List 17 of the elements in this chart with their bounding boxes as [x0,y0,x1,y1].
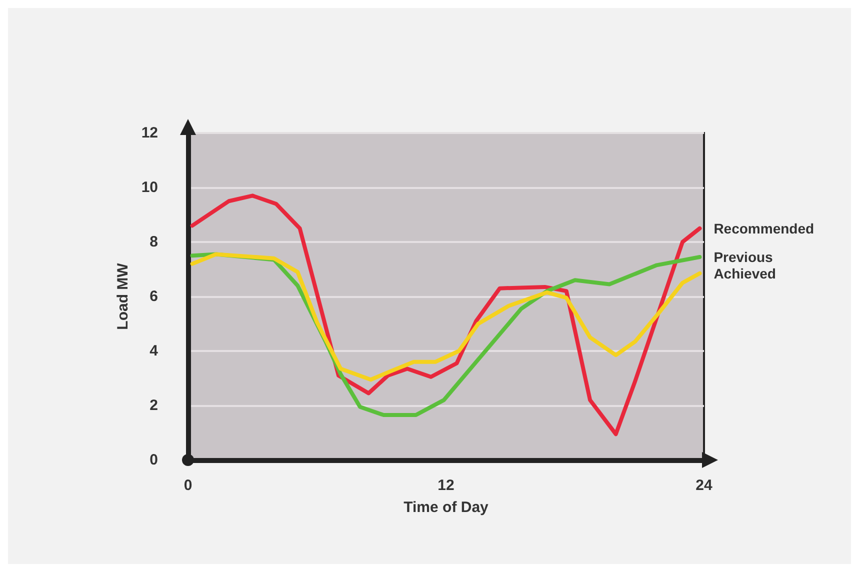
line-series [190,194,702,436]
series-label: Previous [714,248,774,265]
x-tick-label: 0 [184,477,192,494]
y-tick-label: 6 [150,288,158,305]
y-tick-label: 10 [141,179,158,196]
line-series [190,252,702,382]
series-label: Recommended [714,220,814,236]
y-tick-label: 12 [141,124,158,142]
y-tick-label: 0 [150,452,158,468]
y-axis-title: Load MW [114,262,132,330]
y-tick-label: 8 [150,234,158,250]
x-axis-title: Time of Day [404,499,490,516]
x-tick-label: 24 [696,477,713,494]
y-tick-label: 4 [150,342,159,360]
y-tick-label: 2 [150,397,158,414]
x-tick-label: 12 [438,477,454,494]
series-label: Achieved [714,265,776,282]
